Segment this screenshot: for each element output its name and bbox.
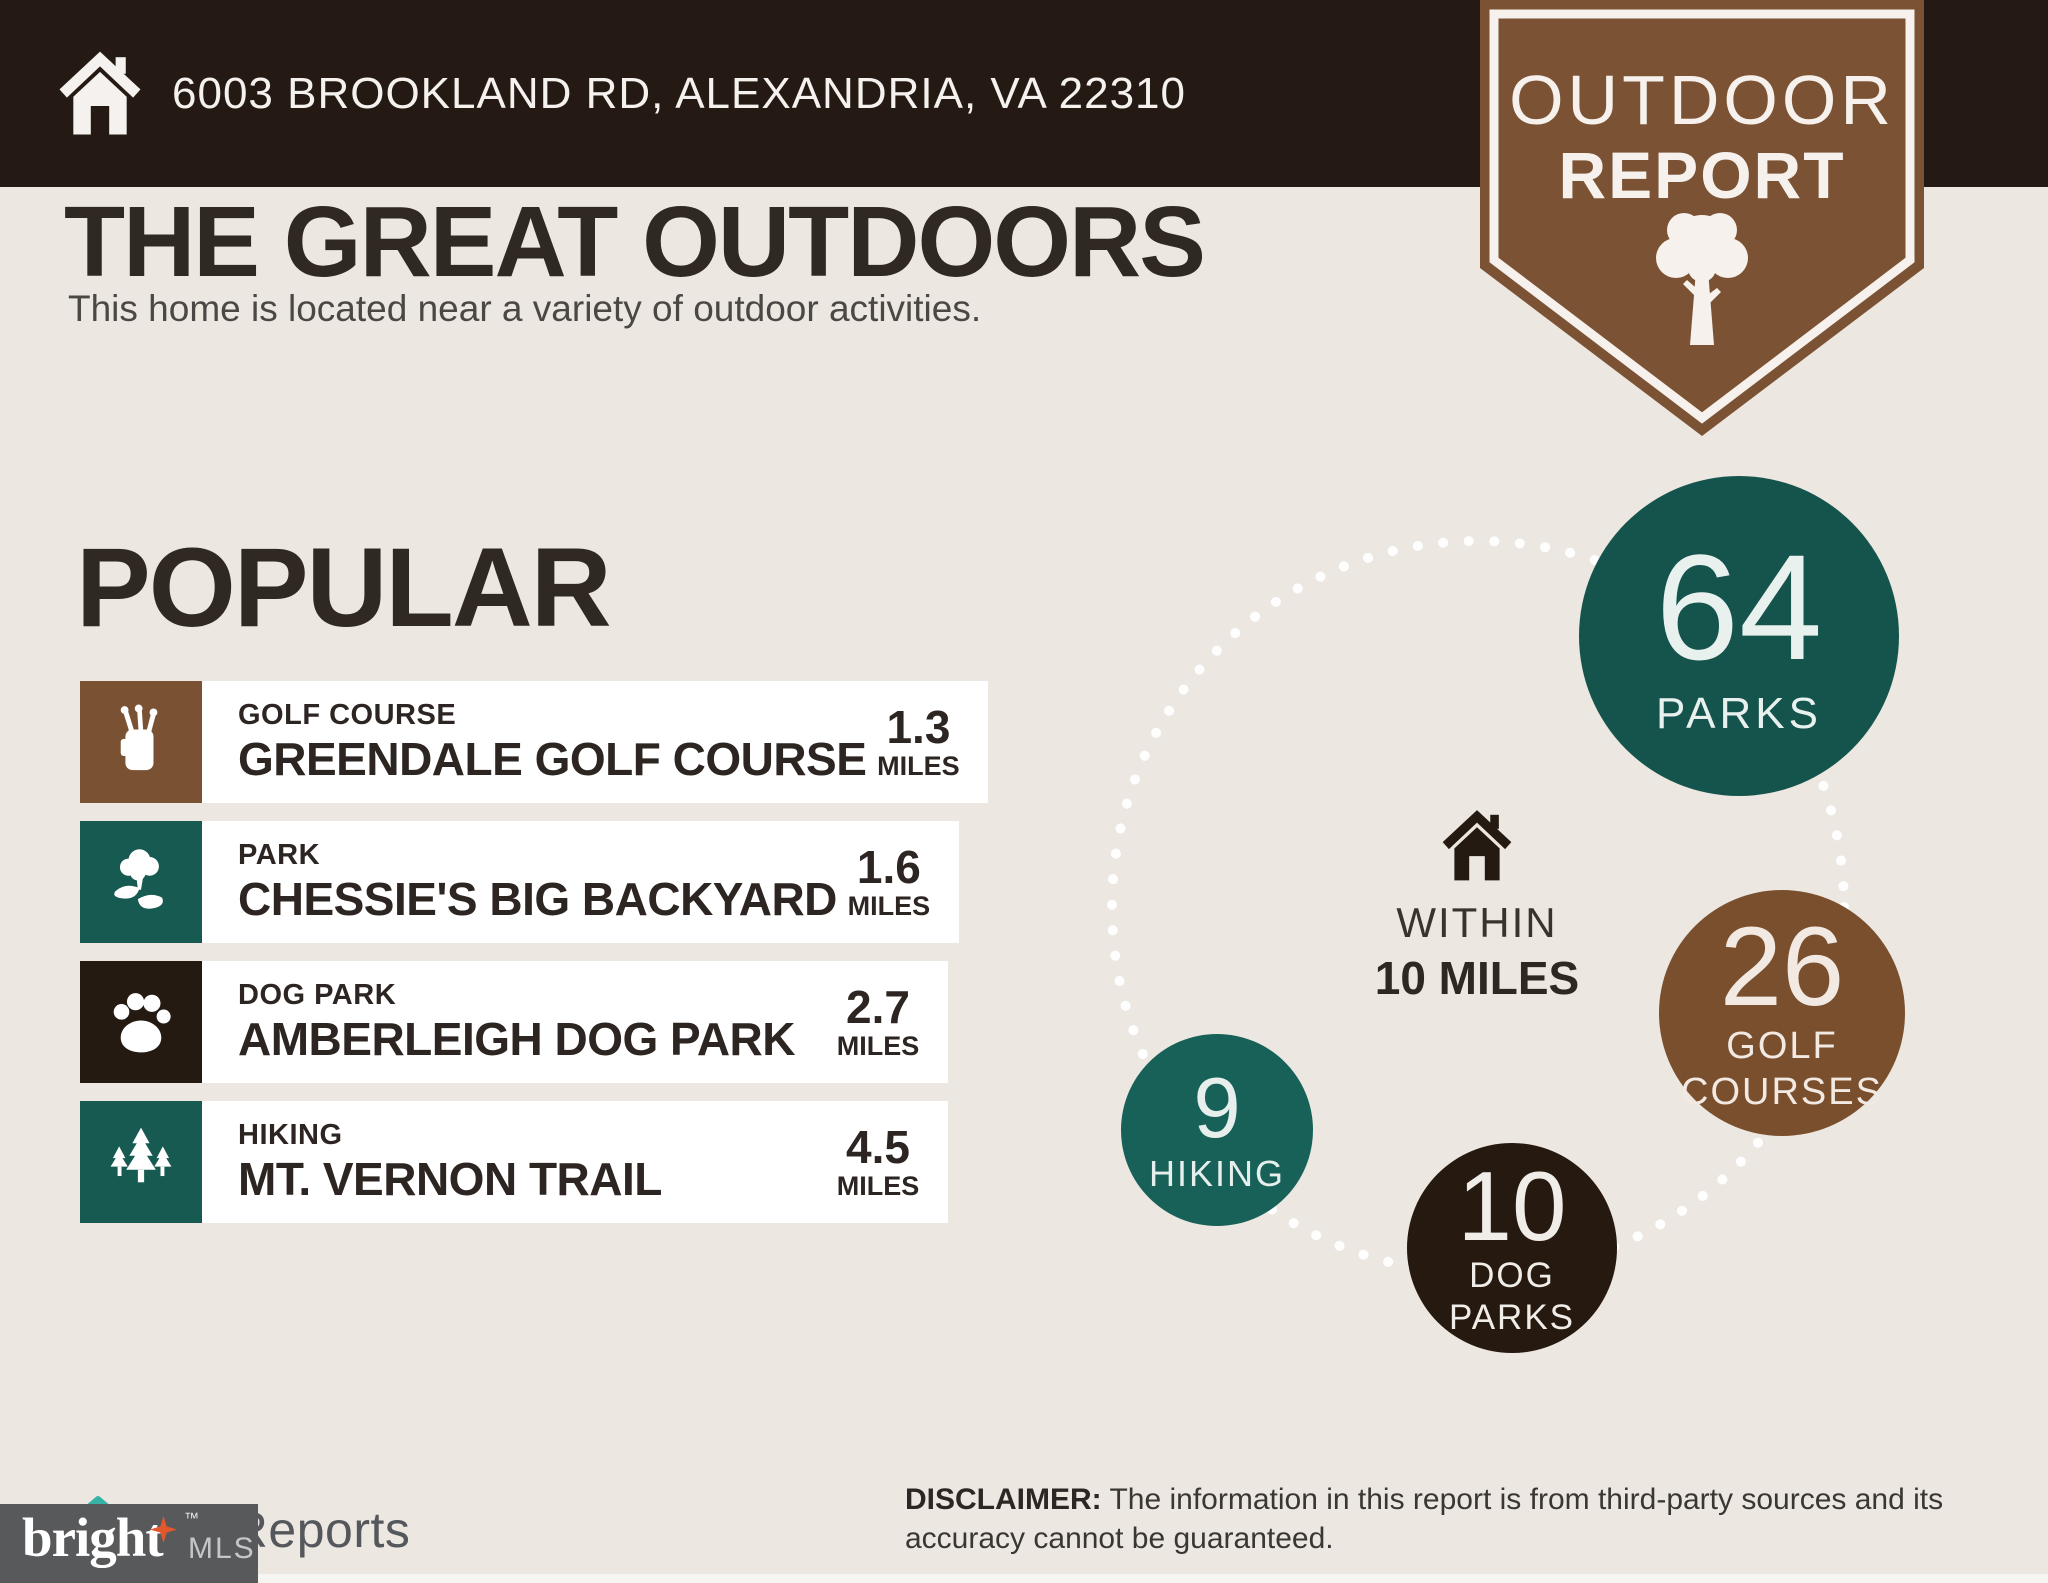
hiking-label: HIKING [1148,1152,1285,1194]
list-item-hiking: HIKING MT. VERNON TRAIL 4.5 MILES [80,1101,948,1223]
page-title: THE GREAT OUTDOORS [64,186,1206,298]
tree-icon [1656,213,1748,345]
hiking-bubble: 9 HIKING [1121,1034,1313,1226]
golf-courses-bubble: 26 GOLF COURSES [1659,890,1905,1136]
bright-wordmark: bright [22,1507,164,1568]
mls-label: MLS [188,1532,256,1565]
bottom-strip [0,1574,2048,1583]
golf-label-line2: COURSES [1681,1071,1883,1113]
item-category: GOLF COURSE [238,699,457,731]
item-category: DOG PARK [238,979,397,1011]
list-item-card: PARK CHESSIE'S BIG BACKYARD 1.6 MILES [202,821,959,943]
home-icon [59,51,141,134]
radius-center: WITHIN 10 MILES [1312,806,1642,1005]
item-category: PARK [238,839,321,871]
item-name: MT. VERNON TRAIL [238,1153,662,1205]
parks-bubble: 64 PARKS [1579,476,1899,796]
item-distance: 2.7 MILES [836,981,920,1061]
paw-icon [80,961,202,1083]
trademark-symbol: ™ [184,1510,199,1527]
parks-label: PARKS [1656,689,1822,738]
golf-count: 26 [1719,904,1845,1029]
item-category: HIKING [238,1119,343,1151]
home-icon [1442,810,1512,881]
hiking-count: 9 [1193,1060,1241,1156]
badge-title-line2: REPORT [1558,138,1845,212]
star-icon [150,1516,177,1543]
dog-label-line2: PARKS [1448,1298,1576,1337]
item-distance: 1.6 MILES [847,841,931,921]
bright-mls-logo: bright ™ MLS [0,1504,258,1583]
page-subtitle: This home is located near a variety of o… [68,288,982,329]
list-item-golf-course: GOLF COURSE GREENDALE GOLF COURSE 1.3 MI… [80,681,989,803]
golf-label-line1: GOLF [1726,1025,1838,1067]
list-item-dog-park: DOG PARK AMBERLEIGH DOG PARK 2.7 MILES [80,961,948,1083]
golf-bag-icon [80,681,202,803]
badge-title-line1: OUTDOOR [1509,61,1895,139]
list-item-card: DOG PARK AMBERLEIGH DOG PARK 2.7 MILES [202,961,948,1083]
item-name: AMBERLEIGH DOG PARK [238,1013,796,1065]
popular-heading: POPULAR [76,525,612,650]
disclaimer-text: DISCLAIMER: The information in this repo… [905,1483,1944,1555]
within-label: WITHIN [1396,899,1558,946]
disclaimer-label: DISCLAIMER: [905,1483,1102,1516]
item-name: GREENDALE GOLF COURSE [238,733,867,785]
dog-parks-count: 10 [1457,1151,1567,1261]
pine-trees-icon [80,1101,202,1223]
list-item-card: HIKING MT. VERNON TRAIL 4.5 MILES [202,1101,948,1223]
list-item-card: GOLF COURSE GREENDALE GOLF COURSE 1.3 MI… [202,681,989,803]
parks-count: 64 [1655,523,1823,691]
item-distance: 4.5 MILES [836,1121,920,1201]
property-address: 6003 BROOKLAND RD, ALEXANDRIA, VA 22310 [172,68,1186,118]
dog-label-line1: DOG [1469,1256,1555,1295]
outdoor-report-badge: OUTDOOR REPORT [1480,0,1924,436]
miles-label: 10 MILES [1374,952,1580,1004]
dog-parks-bubble: 10 DOG PARKS [1407,1143,1617,1353]
popular-list: GOLF COURSE GREENDALE GOLF COURSE 1.3 MI… [80,681,989,1241]
park-tree-icon [80,821,202,943]
item-distance: 1.3 MILES [877,701,960,781]
item-name: CHESSIE'S BIG BACKYARD [238,873,837,925]
list-item-park: PARK CHESSIE'S BIG BACKYARD 1.6 MILES [80,821,959,943]
